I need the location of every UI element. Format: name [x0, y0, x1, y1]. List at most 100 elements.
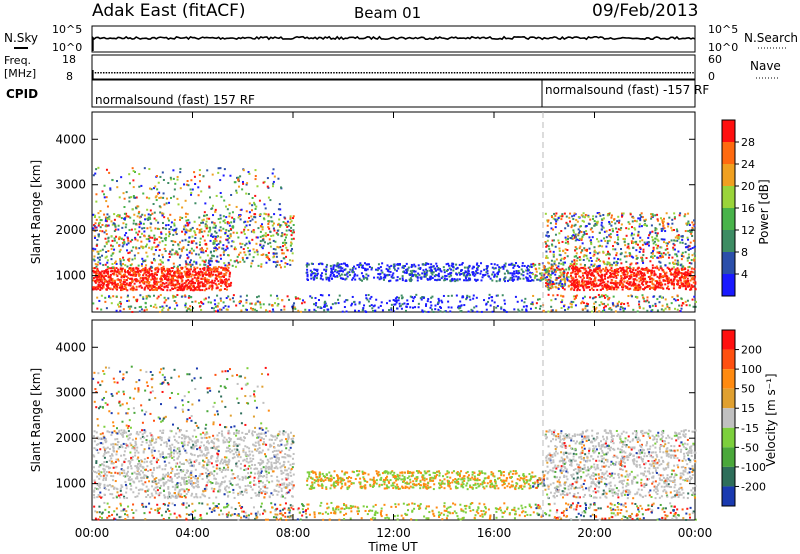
heatmap-cell — [678, 214, 681, 217]
heatmap-cell — [99, 276, 102, 279]
heatmap-cell — [656, 256, 659, 259]
heatmap-cell — [146, 275, 149, 278]
heatmap-cell — [573, 214, 576, 217]
heatmap-cell — [644, 287, 647, 290]
heatmap-cell — [292, 224, 295, 227]
heatmap-cell — [614, 264, 617, 267]
heatmap-cell — [141, 213, 144, 216]
heatmap-cell — [680, 258, 683, 261]
heatmap-cell — [141, 257, 144, 260]
heatmap-cell — [237, 176, 240, 179]
heatmap-cell — [499, 278, 502, 281]
heatmap-cell — [573, 255, 576, 258]
heatmap-cell — [365, 297, 368, 300]
heatmap-cell — [570, 226, 573, 229]
heatmap-cell — [181, 275, 184, 278]
heatmap-cell — [591, 271, 594, 274]
freq-point — [557, 72, 560, 74]
heatmap-cell — [646, 284, 649, 287]
heatmap-cell — [267, 220, 270, 223]
heatmap-cell — [566, 272, 569, 275]
heatmap-cell — [431, 277, 434, 280]
heatmap-cell — [628, 222, 631, 225]
heatmap-cell — [668, 262, 671, 265]
heatmap-cell — [547, 288, 550, 291]
heatmap-cell — [521, 264, 524, 267]
heatmap-cell — [163, 203, 166, 206]
heatmap-cell — [158, 196, 161, 199]
heatmap-cell — [111, 179, 114, 182]
heatmap-cell — [186, 224, 189, 227]
heatmap-cell — [600, 239, 603, 242]
heatmap-cell — [685, 222, 688, 225]
heatmap-cell — [346, 299, 349, 302]
heatmap-cell — [92, 213, 95, 216]
heatmap-cell — [564, 252, 567, 255]
heatmap-cell — [449, 272, 452, 275]
heatmap-cell — [276, 264, 279, 267]
heatmap-cell — [153, 234, 156, 237]
heatmap-cell — [676, 237, 679, 240]
heatmap-cell — [447, 273, 450, 276]
heatmap-cell — [143, 287, 146, 290]
heatmap-cell — [204, 271, 207, 274]
heatmap-cell — [545, 255, 548, 258]
freq-point — [492, 72, 494, 74]
heatmap-cell — [116, 283, 119, 286]
heatmap-cell — [328, 277, 331, 280]
heatmap-cell — [265, 235, 268, 238]
beam-label: Beam 01 — [354, 4, 421, 22]
heatmap-cell — [336, 262, 339, 265]
heatmap-cell — [95, 168, 98, 171]
freq-point — [486, 72, 489, 74]
heatmap-cell — [651, 252, 654, 255]
heatmap-cell — [493, 275, 496, 278]
heatmap-cell — [584, 272, 587, 275]
heatmap-cell — [693, 259, 696, 262]
heatmap-cell — [126, 237, 129, 240]
heatmap-cell — [244, 308, 247, 311]
heatmap-cell — [129, 281, 132, 284]
heatmap-cell — [366, 268, 369, 271]
heatmap-cell — [235, 189, 238, 192]
heatmap-cell — [170, 267, 173, 270]
freq-point — [281, 72, 283, 74]
heatmap-cell — [311, 272, 314, 275]
heatmap-cell — [643, 273, 646, 276]
heatmap-cell — [145, 264, 148, 267]
heatmap-cell — [229, 284, 232, 287]
heatmap-cell — [501, 265, 504, 268]
heatmap-cell — [352, 277, 355, 280]
heatmap-cell — [154, 268, 157, 271]
heatmap-cell — [163, 267, 166, 270]
heatmap-cell — [672, 283, 675, 286]
heatmap-cell — [342, 270, 345, 273]
heatmap-cell — [111, 288, 114, 291]
heatmap-cell — [188, 308, 191, 311]
heatmap-cell — [181, 239, 184, 242]
heatmap-cell — [552, 268, 555, 271]
heatmap-cell — [183, 183, 186, 186]
heatmap-cell — [95, 269, 98, 272]
heatmap-cell — [632, 280, 635, 283]
heatmap-cell — [642, 297, 645, 300]
heatmap-cell — [256, 236, 259, 239]
heatmap-cell — [672, 279, 675, 282]
heatmap-cell — [106, 261, 109, 264]
heatmap-cell — [660, 286, 663, 289]
heatmap-cell — [613, 272, 616, 275]
heatmap-cell — [130, 196, 133, 199]
heatmap-cell — [105, 269, 108, 272]
heatmap-cell — [600, 273, 603, 276]
heatmap-cell — [180, 280, 183, 283]
heatmap-cell — [152, 305, 155, 308]
heatmap-cell — [250, 302, 253, 305]
heatmap-cell — [99, 226, 102, 229]
heatmap-cell — [469, 273, 472, 276]
heatmap-cell — [361, 266, 364, 269]
heatmap-cell — [132, 246, 135, 249]
heatmap-cell — [206, 273, 209, 276]
heatmap-cell — [677, 234, 680, 237]
heatmap-cell — [94, 270, 97, 273]
heatmap-cell — [189, 259, 192, 262]
